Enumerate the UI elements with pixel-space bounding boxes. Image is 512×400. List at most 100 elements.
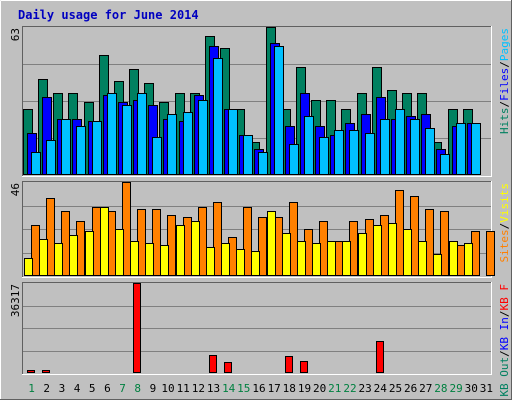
bar-visits-day-30 bbox=[464, 243, 473, 276]
day-label-10: 10 bbox=[161, 382, 174, 395]
bar-kb-f-day-1 bbox=[27, 370, 35, 373]
day-label-26: 26 bbox=[404, 382, 417, 395]
bar-visits-day-12 bbox=[191, 221, 200, 276]
bar-visits-day-10 bbox=[160, 245, 169, 276]
day-label-14: 14 bbox=[222, 382, 236, 395]
day-label-8: 8 bbox=[134, 382, 141, 395]
bar-pages-day-4 bbox=[76, 126, 86, 175]
bar-visits-day-23 bbox=[358, 233, 367, 276]
day-label-1: 1 bbox=[28, 382, 35, 395]
day-label-22: 22 bbox=[343, 382, 356, 395]
bar-pages-day-15 bbox=[243, 135, 253, 175]
bar-pages-day-25 bbox=[395, 109, 405, 175]
day-label-5: 5 bbox=[89, 382, 96, 395]
day-axis: 1 2 3 4 5 6 7 8 9 10 11 12 13 14 15 16 17 18 19 20 21 22 23 24 2… bbox=[28, 382, 493, 395]
legend: KB Out/KB In/KB F bbox=[498, 284, 511, 397]
day-label-27: 27 bbox=[419, 382, 432, 395]
day-label-28: 28 bbox=[434, 382, 447, 395]
bar-visits-day-24 bbox=[373, 225, 382, 276]
bar-pages-day-16 bbox=[258, 152, 268, 175]
legend-entry: Files bbox=[498, 68, 511, 101]
bar-pages-day-29 bbox=[456, 123, 466, 175]
bar-visits-day-11 bbox=[176, 225, 185, 276]
bar-pages-day-19 bbox=[304, 116, 314, 175]
bar-visits-day-21 bbox=[327, 241, 336, 276]
bar-pages-day-21 bbox=[334, 130, 344, 175]
bar-sites-day-2 bbox=[46, 198, 55, 276]
bar-pages-day-20 bbox=[319, 137, 329, 175]
legend-entry: / bbox=[498, 350, 511, 357]
bar-visits-day-3 bbox=[54, 243, 63, 276]
bar-sites-day-15 bbox=[243, 207, 252, 276]
bar-visits-day-6 bbox=[100, 207, 109, 276]
bar-pages-day-27 bbox=[425, 128, 435, 175]
bar-visits-day-1 bbox=[24, 258, 33, 276]
day-label-2: 2 bbox=[43, 382, 50, 395]
bar-pages-day-30 bbox=[471, 123, 481, 175]
bar-visits-day-4 bbox=[69, 235, 78, 276]
bar-pages-day-18 bbox=[289, 144, 299, 175]
day-label-3: 3 bbox=[59, 382, 66, 395]
bar-pages-day-22 bbox=[349, 130, 359, 175]
legend-entry: / bbox=[498, 311, 511, 318]
bar-visits-day-29 bbox=[449, 241, 458, 276]
day-label-11: 11 bbox=[177, 382, 190, 395]
legend-entry: KB F bbox=[498, 284, 511, 311]
bar-pages-day-24 bbox=[380, 119, 390, 175]
legend-entry: Visits bbox=[498, 183, 511, 223]
bar-pages-day-10 bbox=[167, 114, 177, 175]
bar-pages-day-11 bbox=[183, 112, 193, 175]
day-label-17: 17 bbox=[268, 382, 281, 395]
legend-entry: KB In bbox=[498, 317, 511, 350]
axis-max-label: 46 bbox=[9, 183, 22, 196]
chart-title: Daily usage for June 2014 bbox=[18, 8, 199, 22]
bar-visits-day-2 bbox=[39, 239, 48, 276]
bar-kb-f-day-19 bbox=[300, 361, 308, 373]
bar-sites-day-13 bbox=[213, 202, 222, 276]
series-visits bbox=[24, 207, 473, 276]
day-label-20: 20 bbox=[313, 382, 326, 395]
bar-visits-day-5 bbox=[85, 231, 94, 276]
bar-visits-day-9 bbox=[145, 243, 154, 276]
legend-entry: Pages bbox=[498, 28, 511, 61]
bar-visits-day-15 bbox=[236, 249, 245, 276]
bar-visits-day-20 bbox=[312, 243, 321, 276]
axis-max-label: 63 bbox=[9, 28, 22, 41]
bar-visits-day-8 bbox=[130, 241, 139, 276]
bar-kb-f-day-13 bbox=[209, 355, 217, 373]
day-label-12: 12 bbox=[192, 382, 205, 395]
legend-entry: Sites bbox=[498, 229, 511, 262]
bar-visits-day-27 bbox=[418, 241, 427, 276]
day-label-21: 21 bbox=[328, 382, 341, 395]
bar-sites-day-16 bbox=[258, 217, 267, 276]
day-label-23: 23 bbox=[358, 382, 371, 395]
bar-pages-day-1 bbox=[31, 152, 41, 175]
day-label-16: 16 bbox=[252, 382, 265, 395]
panel-bottom: 36317 KB Out/KB In/KB F bbox=[9, 282, 511, 397]
bar-visits-day-26 bbox=[403, 229, 412, 276]
legend-entry: / bbox=[498, 101, 511, 108]
bar-pages-day-26 bbox=[410, 119, 420, 175]
bar-pages-day-3 bbox=[61, 119, 71, 175]
axis-max-label: 36317 bbox=[9, 284, 22, 317]
bar-visits-day-19 bbox=[297, 241, 306, 276]
panel-middle: 46 Sites/Visits bbox=[9, 181, 511, 278]
day-label-30: 30 bbox=[465, 382, 478, 395]
bar-sites-day-28 bbox=[440, 211, 449, 276]
bar-pages-day-9 bbox=[152, 137, 162, 175]
legend-entry: / bbox=[498, 61, 511, 68]
bar-visits-day-7 bbox=[115, 229, 124, 276]
bar-visits-day-17 bbox=[267, 211, 276, 276]
day-label-9: 9 bbox=[150, 382, 157, 395]
bar-pages-day-5 bbox=[92, 121, 102, 175]
bar-sites-day-31 bbox=[486, 231, 495, 276]
bar-pages-day-13 bbox=[213, 58, 223, 175]
bar-visits-day-28 bbox=[433, 254, 442, 276]
bar-visits-day-22 bbox=[342, 241, 351, 276]
bar-visits-day-25 bbox=[388, 223, 397, 276]
series-pages bbox=[31, 46, 481, 175]
series-kb-f bbox=[27, 283, 384, 373]
